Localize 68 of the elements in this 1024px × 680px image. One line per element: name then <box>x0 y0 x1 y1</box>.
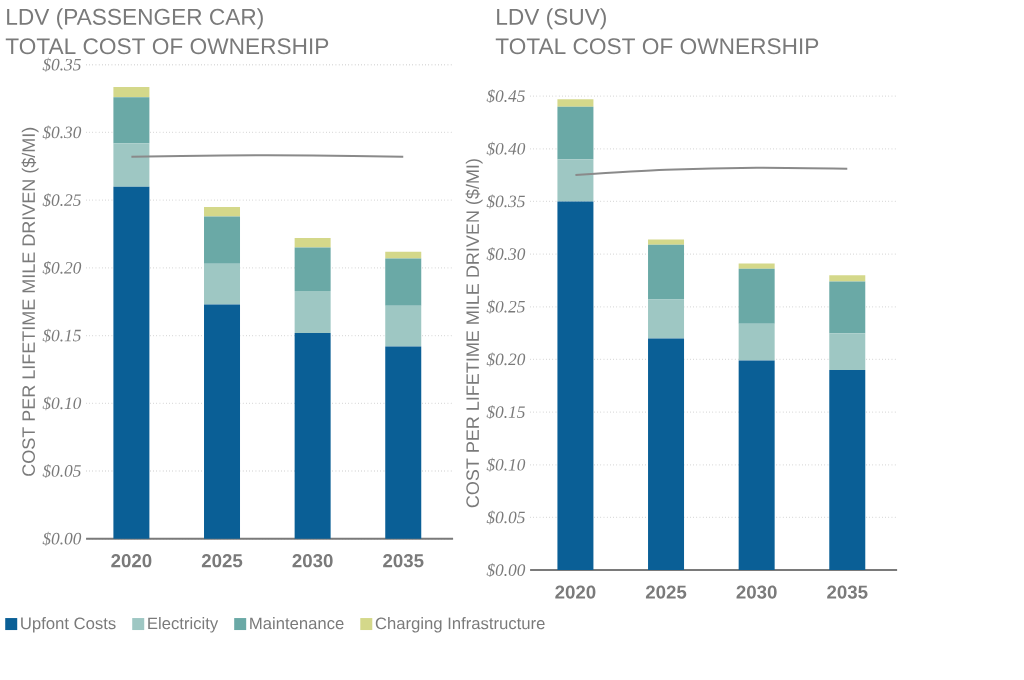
y-tick-label: $0.40 <box>486 141 526 156</box>
y-tick-label: $0.05 <box>42 464 81 478</box>
x-tick-label: 2030 <box>292 554 333 568</box>
bar <box>294 238 331 248</box>
x-tick-label: 2035 <box>383 554 424 568</box>
bar <box>113 186 150 539</box>
bar <box>204 263 241 305</box>
bar <box>113 87 150 98</box>
bar <box>738 360 775 571</box>
bar <box>113 143 150 187</box>
chart-subtitle: TOTAL COST OF OWNERSHIP <box>5 38 329 55</box>
y-tick-label: $0.25 <box>42 193 81 208</box>
y-tick-label: $0.00 <box>42 531 82 546</box>
chart-subtitle: TOTAL COST OF OWNERSHIP <box>495 38 819 55</box>
y-tick-label: $0.35 <box>42 57 81 72</box>
bar <box>648 239 685 245</box>
legend-label: Upfont Costs <box>21 617 116 633</box>
x-tick-label: 2020 <box>555 585 596 599</box>
bar <box>294 332 331 539</box>
chart-title: LDV (PASSENGER CAR) <box>7 8 263 30</box>
y-tick-label: $0.20 <box>486 352 526 367</box>
y-tick-label: $0.10 <box>42 396 82 411</box>
bar <box>829 333 866 370</box>
y-tick-label: $0.35 <box>486 194 525 209</box>
bar <box>204 206 241 217</box>
legend-label: Maintenance <box>250 617 344 630</box>
y-tick-label: $0.45 <box>486 89 525 104</box>
legend-label: Electricity <box>148 617 219 633</box>
bar <box>385 346 422 539</box>
y-tick-label: $0.15 <box>42 328 81 343</box>
bar <box>385 258 422 306</box>
bar <box>204 216 241 264</box>
bar <box>738 268 775 324</box>
bar <box>648 338 685 571</box>
bar <box>829 369 866 571</box>
bar <box>829 275 866 282</box>
bar <box>829 281 866 334</box>
bar <box>738 263 775 269</box>
x-tick-label: 2025 <box>645 585 687 599</box>
x-tick-label: 2025 <box>201 554 243 568</box>
bar <box>738 323 775 361</box>
bar <box>294 290 331 333</box>
y-axis-title: COST PER LIFETIME MILE DRIVEN ($/MI) <box>21 127 39 476</box>
y-tick-label: $0.00 <box>486 563 526 578</box>
bar <box>557 201 594 571</box>
bar <box>385 305 422 347</box>
y-tick-label: $0.20 <box>42 260 82 275</box>
bar <box>204 304 241 539</box>
bar <box>557 106 594 160</box>
x-tick-label: 2035 <box>827 585 868 599</box>
line-series <box>574 166 849 177</box>
y-tick-label: $0.10 <box>486 457 526 472</box>
y-tick-label: $0.15 <box>486 405 525 420</box>
legend-label: Charging Infrastructure <box>375 617 545 633</box>
x-tick-label: 2030 <box>736 585 777 599</box>
bar <box>294 247 331 291</box>
bar <box>557 99 594 107</box>
chart-title: LDV (SUV) <box>497 8 606 30</box>
y-tick-label: $0.25 <box>486 299 525 314</box>
x-tick-label: 2020 <box>111 554 152 568</box>
y-tick-label: $0.30 <box>486 247 526 262</box>
bar <box>113 97 150 144</box>
bar <box>648 299 685 339</box>
y-tick-label: $0.05 <box>486 510 525 525</box>
y-tick-label: $0.30 <box>42 125 82 140</box>
bar <box>557 159 594 202</box>
y-axis-title: COST PER LIFETIME MILE DRIVEN ($/MI) <box>465 159 483 508</box>
bar <box>648 244 685 300</box>
